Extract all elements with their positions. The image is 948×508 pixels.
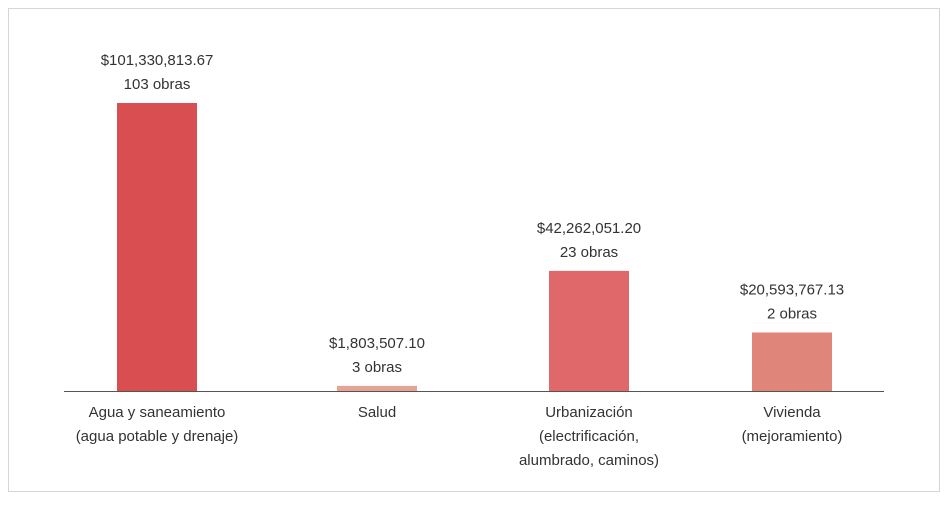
value-label: $1,803,507.10 [329,335,425,352]
count-label: 2 obras [767,305,817,322]
x-tick-label: (mejoramiento) [742,428,843,445]
x-tick-label: Agua y saneamiento [89,404,226,421]
bar [752,332,832,391]
bar [549,270,629,391]
x-tick-label: alumbrado, caminos) [519,452,659,469]
bar [337,385,417,391]
bar [117,103,197,391]
x-tick-label: Salud [358,404,396,421]
count-label: 103 obras [124,76,191,93]
value-label: $42,262,051.20 [537,220,641,237]
x-tick-label: Vivienda [763,404,821,421]
value-label: $101,330,813.67 [101,52,214,69]
value-label: $20,593,767.13 [740,281,844,298]
count-label: 3 obras [352,359,402,376]
count-label: 23 obras [560,244,618,261]
x-tick-label: (electrificación, [539,428,639,445]
x-tick-label: (agua potable y drenaje) [76,428,239,445]
x-tick-label: Urbanización [545,404,633,421]
